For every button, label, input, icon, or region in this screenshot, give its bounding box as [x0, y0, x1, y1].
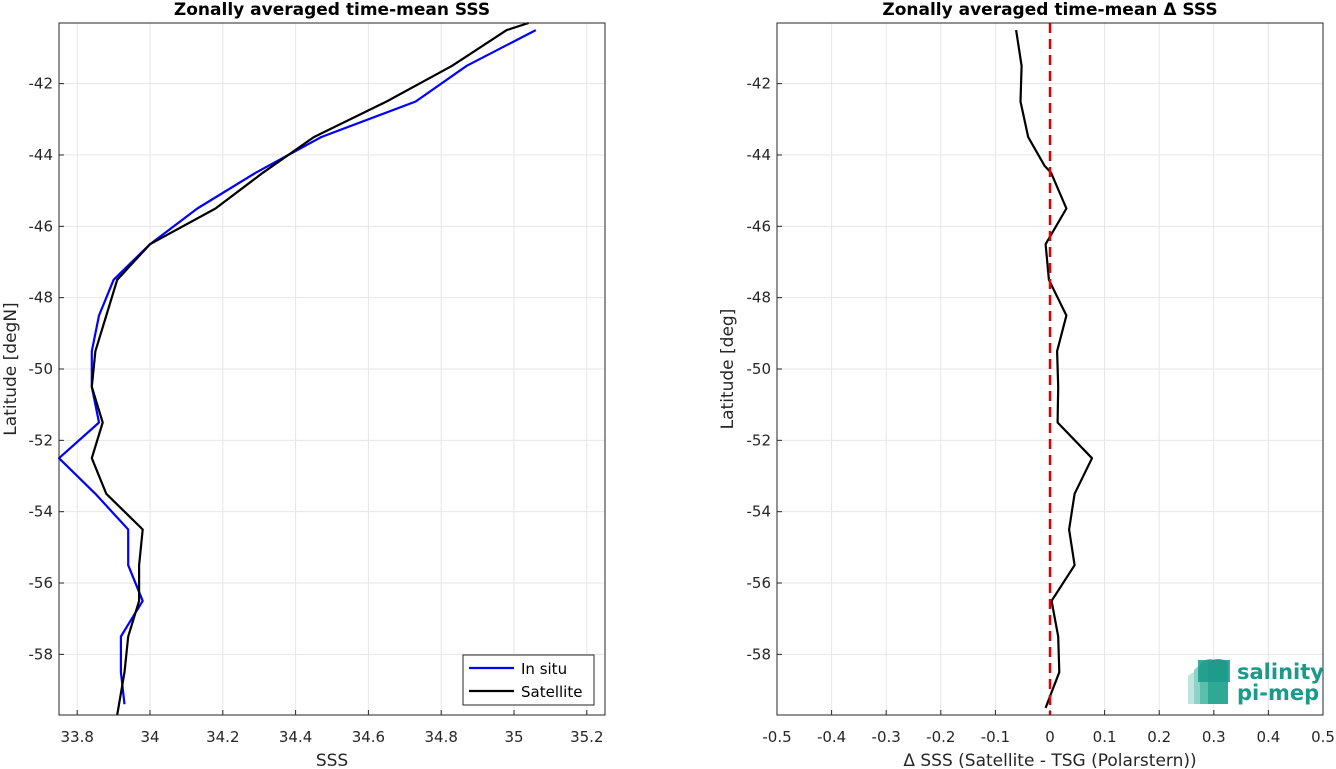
sss-legend: In situ Satellite	[462, 654, 595, 706]
sss-ytick-label: -42	[29, 75, 54, 93]
sss-ytick-label: -44	[29, 146, 54, 164]
sss-ytick-label: -56	[29, 574, 54, 592]
delta-xtick-label: 0.1	[1093, 728, 1117, 746]
sss-title: Zonally averaged time-mean SSS	[174, 0, 490, 20]
delta-xtick-label: -0.1	[981, 728, 1010, 746]
sss-axes-box	[58, 22, 606, 716]
sss-series-line-0	[57, 29, 537, 705]
delta-xtick-label: -0.3	[872, 728, 901, 746]
logo-text-pimep: pi-mep	[1237, 681, 1319, 705]
delta-xtick-label: -0.2	[926, 728, 955, 746]
logo-text-salinity: salinity	[1237, 660, 1324, 684]
delta-ytick-label: -56	[747, 574, 772, 592]
sss-ytick-label: -54	[29, 503, 54, 521]
delta-ylabel: Latitude [deg]	[718, 309, 738, 430]
sss-xtick-label: 33.8	[60, 728, 93, 746]
sss-xtick-label: 35	[504, 728, 523, 746]
delta-ytick-label: -46	[747, 217, 772, 235]
sss-xtick-labels: 33.8 34 34.2 34.4 34.6 34.8 35 35.2	[60, 728, 603, 746]
delta-xtick-label: -0.5	[762, 728, 791, 746]
sss-xtick-label: 34.4	[279, 728, 312, 746]
delta-xtick-label: 0.3	[1202, 728, 1226, 746]
sss-xtick-label: 35.2	[570, 728, 603, 746]
sss-xtick-label: 34.6	[352, 728, 385, 746]
delta-ytick-label: -42	[747, 75, 772, 93]
delta-ytick-label: -58	[747, 645, 772, 663]
delta-series-lines	[1015, 23, 1094, 715]
delta-xtick-label: -0.4	[817, 728, 846, 746]
delta-ytick-label: -52	[747, 431, 772, 449]
delta-title: Zonally averaged time-mean Δ SSS	[882, 0, 1217, 20]
sss-grid	[59, 23, 605, 715]
sss-ytick-label: -50	[29, 360, 54, 378]
legend-label-satellite: Satellite	[521, 683, 582, 701]
delta-xlabel: Δ SSS (Satellite - TSG (Polarstern))	[903, 751, 1196, 769]
sss-ytick-labels: -58 -56 -54 -52 -50 -48 -46 -44 -42	[29, 75, 54, 664]
delta-series-line-0	[1015, 29, 1094, 709]
delta-ytick-label: -48	[747, 289, 772, 307]
sss-xtick-label: 34.8	[424, 728, 457, 746]
legend-label-in-situ: In situ	[521, 660, 567, 678]
sss-ytick-label: -46	[29, 217, 54, 235]
delta-xtick-label: 0.2	[1147, 728, 1171, 746]
salinity-pimep-logo: salinity pi-mep	[1188, 659, 1324, 705]
delta-ytick-label: -54	[747, 503, 772, 521]
sss-ytick-label: -48	[29, 289, 54, 307]
delta-xtick-labels: -0.5 -0.4 -0.3 -0.2 -0.1 0 0.1 0.2 0.3 0.4 0.5	[762, 728, 1335, 746]
logo-wave-icon	[1188, 659, 1230, 704]
sss-xtick-label: 34.2	[206, 728, 239, 746]
sss-ytick-label: -58	[29, 645, 54, 663]
delta-ytick-label: -50	[747, 360, 772, 378]
sss-xlabel: SSS	[316, 751, 348, 769]
delta-axes-box	[776, 22, 1324, 716]
sss-series-lines	[57, 21, 537, 716]
delta-ytick-labels: -58 -56 -54 -52 -50 -48 -46 -44 -42	[747, 75, 772, 664]
sss-series-line-1	[90, 21, 529, 716]
legend-box	[462, 654, 595, 706]
delta-xtick-label: 0.5	[1311, 728, 1335, 746]
sss-ytick-label: -52	[29, 431, 54, 449]
sss-panel: 33.8 34 34.2 34.4 34.6 34.8 35 35.2 -58-56-54-5…	[1, 0, 606, 769]
delta-xtick-label: 0.4	[1256, 728, 1280, 746]
delta-ytick-label: -44	[747, 146, 772, 164]
sss-xtick-label: 34	[140, 728, 159, 746]
sss-ylabel: Latitude [degN]	[1, 302, 21, 435]
delta-sss-panel: -0.5 -0.4 -0.3 -0.2 -0.1 0 0.1 0.2 0.3 0.4 0.5 -58…	[718, 0, 1335, 769]
delta-xtick-label: 0	[1045, 728, 1055, 746]
